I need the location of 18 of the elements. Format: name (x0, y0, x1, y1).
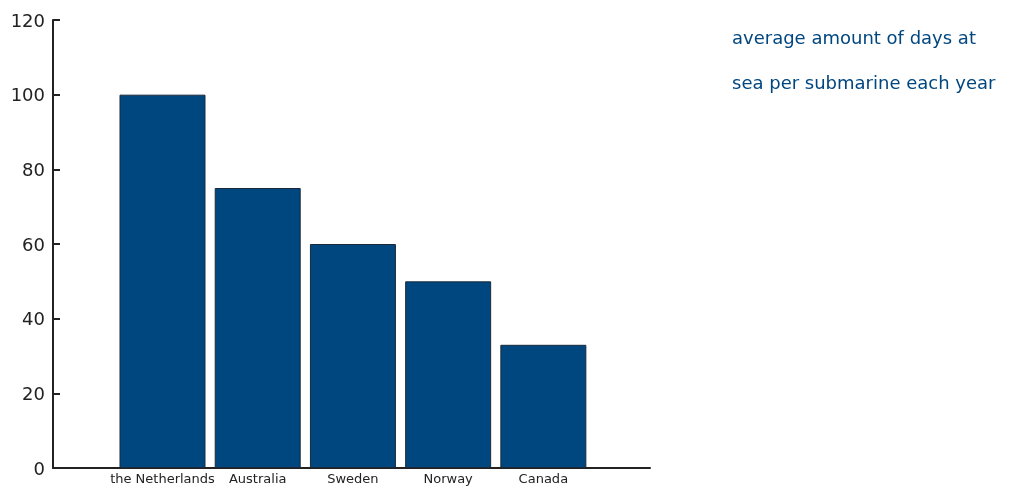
bar (214, 188, 301, 468)
y-tick-label: 120 (10, 9, 45, 31)
x-tick-label: Canada (518, 471, 569, 486)
bar (405, 281, 492, 468)
y-tick-label: 0 (33, 457, 45, 479)
y-tick-label: 20 (22, 382, 45, 404)
x-tick-label: Australia (228, 471, 287, 486)
y-tick-label: 40 (22, 308, 45, 330)
y-tick-label: 60 (22, 233, 45, 255)
x-tick-label: the Netherlands (110, 471, 216, 486)
x-tick-label: Norway (423, 471, 474, 486)
bar (309, 244, 396, 468)
y-tick-label: 80 (22, 158, 45, 180)
x-tick-label: Sweden (327, 471, 379, 486)
bar (119, 94, 206, 468)
chart-title: average amount of days at sea per submarine each year (732, 27, 996, 93)
y-tick-label: 100 (10, 84, 45, 106)
bar (500, 344, 587, 468)
